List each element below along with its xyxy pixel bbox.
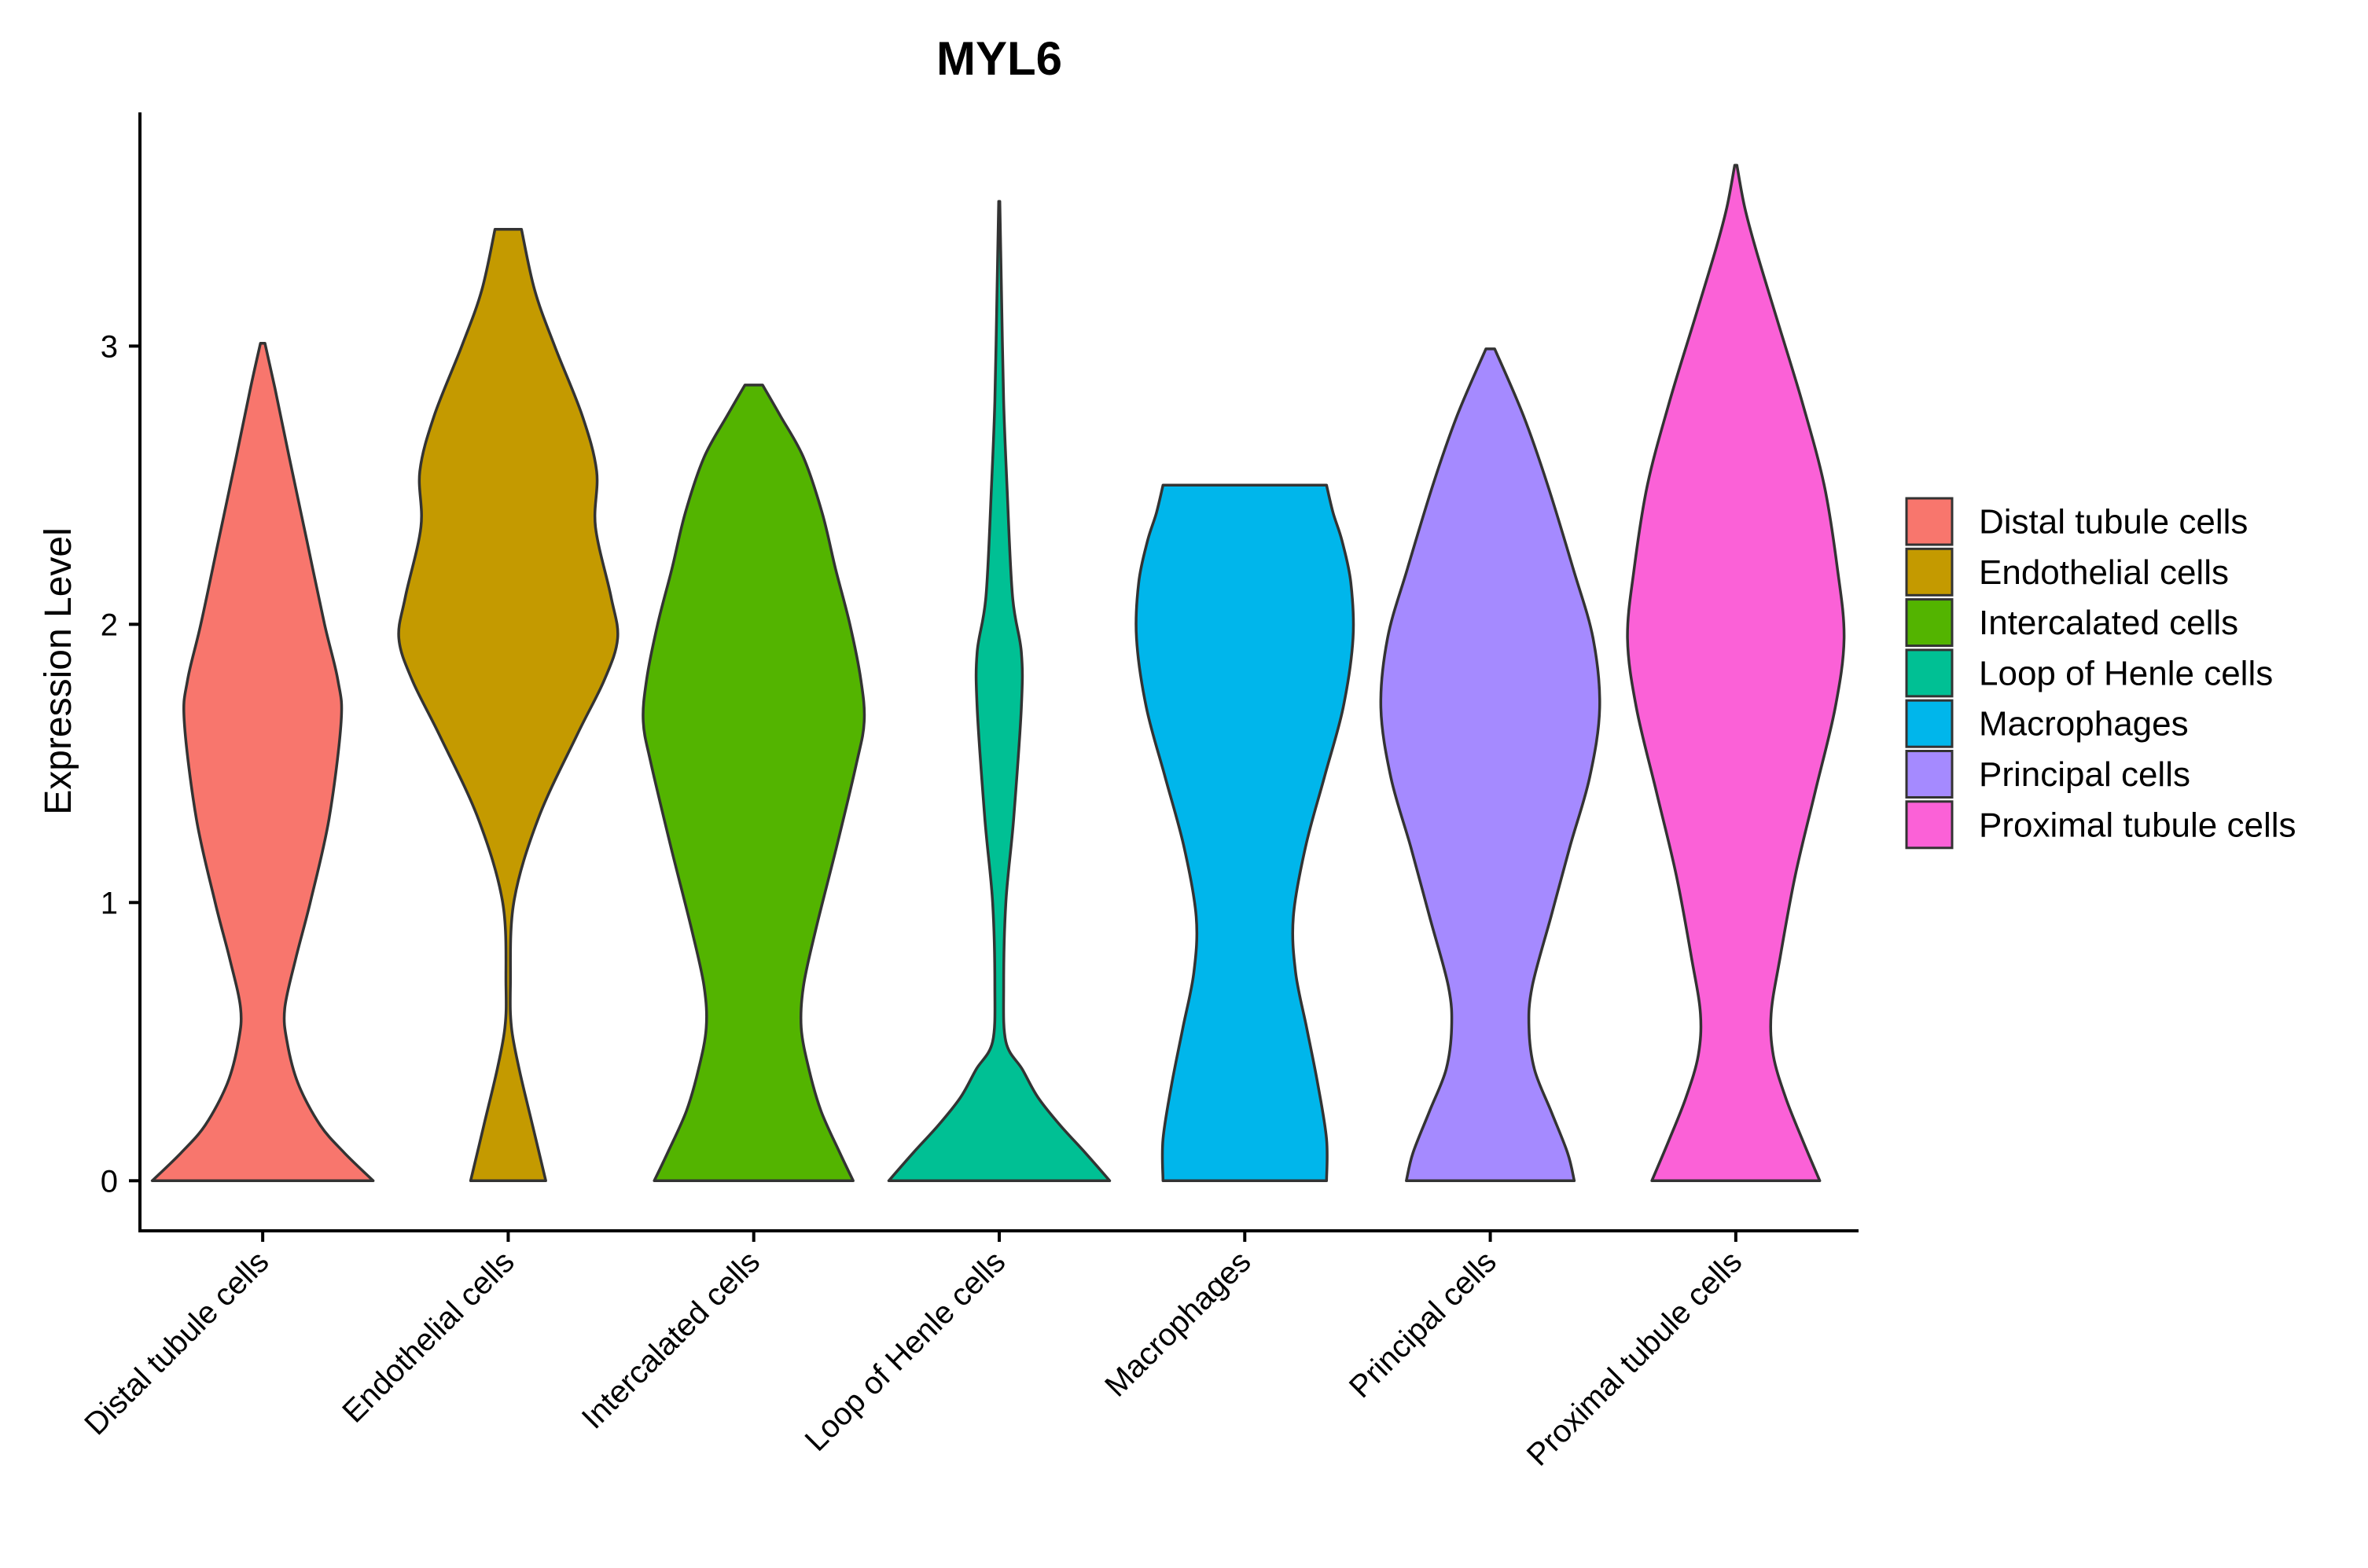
legend-label-4: Macrophages	[1979, 705, 2189, 744]
legend-key-4	[1905, 699, 1954, 748]
violin-1	[397, 227, 620, 1183]
violin-3	[887, 200, 1112, 1183]
legend-label-3: Loop of Henle cells	[1979, 654, 2273, 692]
violin-0	[150, 342, 375, 1183]
violin-5	[1379, 347, 1601, 1183]
x-axis-ticks: Distal tubule cells Endothelial cells Inte…	[78, 1231, 1748, 1473]
legend: Distal tubule cells Endothelial cells Inte…	[1905, 497, 2296, 850]
legend-key-0	[1905, 497, 1954, 546]
legend-key-3	[1905, 648, 1954, 698]
x-tick-label-1: Endothelial cells	[336, 1244, 521, 1430]
violins-group	[150, 163, 1846, 1183]
legend-key-1	[1905, 547, 1954, 597]
legend-label-0: Distal tubule cells	[1979, 503, 2248, 542]
x-tick-label-4: Macrophages	[1098, 1244, 1257, 1403]
y-tick-label-1: 1	[101, 886, 118, 920]
legend-label-6: Proximal tubule cells	[1979, 806, 2296, 844]
legend-key-5	[1905, 750, 1954, 799]
x-tick-label-0: Distal tubule cells	[78, 1244, 275, 1441]
y-axis-ticks: 0 1 2 3	[101, 329, 140, 1199]
x-tick-label-3: Loop of Henle cells	[799, 1244, 1013, 1458]
y-tick-label-0: 0	[101, 1164, 118, 1199]
legend-label-1: Endothelial cells	[1979, 553, 2229, 592]
y-tick-label-2: 2	[101, 608, 118, 642]
legend-key-6	[1905, 800, 1954, 850]
legend-label-5: Principal cells	[1979, 755, 2190, 794]
x-tick-label-6: Proximal tubule cells	[1520, 1244, 1748, 1472]
chart-title: MYL6	[936, 32, 1062, 85]
x-tick-label-2: Intercalated cells	[575, 1244, 767, 1435]
violin-6	[1626, 163, 1846, 1183]
violin-4	[1134, 483, 1355, 1183]
y-tick-label-3: 3	[101, 329, 118, 364]
y-axis-title: Expression Level	[38, 527, 79, 815]
x-tick-label-5: Principal cells	[1343, 1244, 1503, 1405]
legend-key-2	[1905, 598, 1954, 648]
legend-label-2: Intercalated cells	[1979, 604, 2238, 642]
violin-2	[642, 384, 866, 1183]
